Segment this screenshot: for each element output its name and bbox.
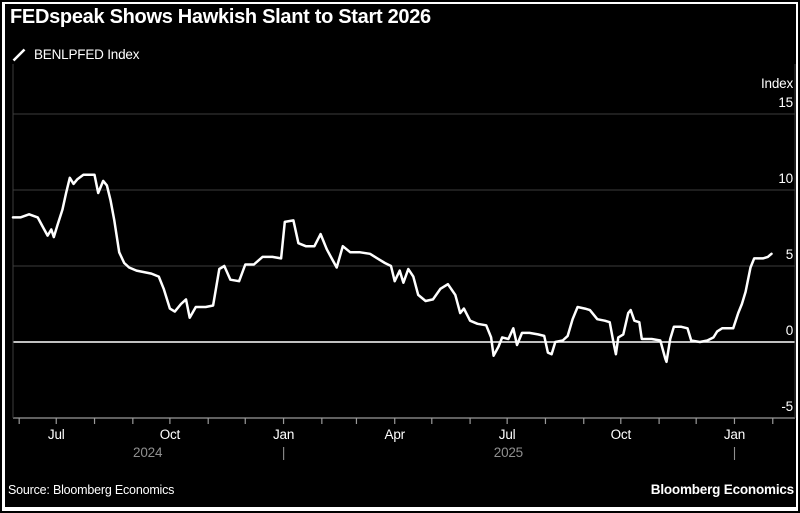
y-tick-label: 0 (785, 323, 794, 338)
year-label: 2024 (133, 445, 163, 460)
chart-panel: FEDspeak Shows Hawkish Slant to Start 20… (5, 4, 796, 507)
x-tick-label: Oct (610, 427, 632, 442)
year-label: 2025 (493, 445, 523, 460)
year-separator-mark: | (732, 445, 737, 460)
year-separator-mark: | (281, 445, 286, 460)
x-tick-label: Apr (384, 427, 406, 442)
x-tick-label: Oct (159, 427, 181, 442)
y-tick-label: 10 (778, 171, 793, 186)
x-tick-label: Jul (47, 427, 65, 442)
plot-area (11, 64, 796, 424)
legend-label: BENLPFED Index (34, 47, 140, 62)
line-series-icon (12, 48, 26, 62)
x-tick-label: Jan (272, 427, 295, 442)
series-line (11, 173, 773, 364)
y-tick-label: 5 (785, 247, 794, 262)
x-tick-label: Jul (498, 427, 516, 442)
y-tick-label: -5 (781, 399, 793, 414)
source-note: Source: Bloomberg Economics (8, 483, 175, 497)
chart-title: FEDspeak Shows Hawkish Slant to Start 20… (10, 6, 431, 28)
legend: BENLPFED Index (12, 47, 139, 62)
y-tick-label: 15 (778, 95, 793, 110)
x-tick-label: Jan (723, 427, 746, 442)
brand-label: Bloomberg Economics (650, 482, 794, 497)
y-axis-unit-label: Index (760, 76, 793, 91)
